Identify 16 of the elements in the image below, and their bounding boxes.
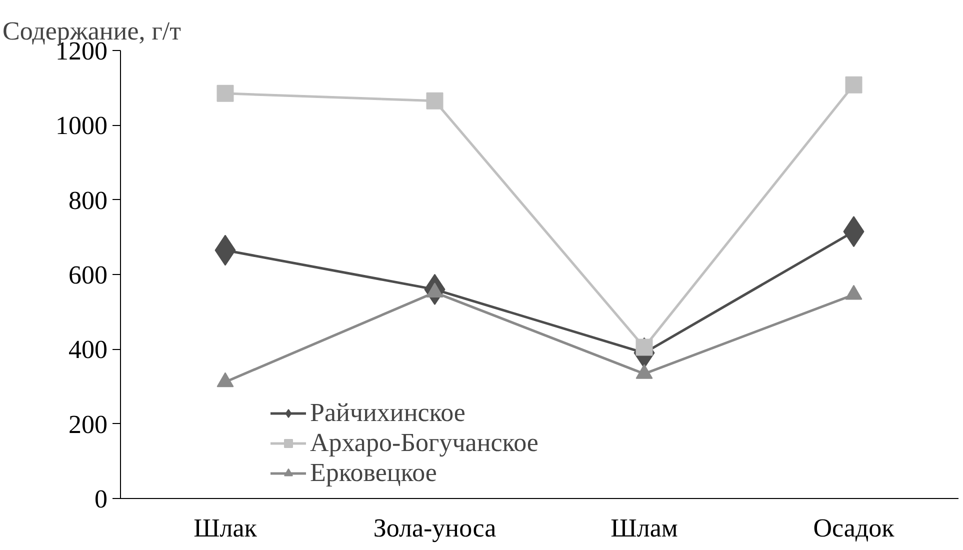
y-tick-label: 1000 bbox=[56, 111, 108, 140]
y-tick-label: 200 bbox=[68, 410, 108, 439]
y-tick-label: 800 bbox=[68, 186, 108, 215]
x-tick-label: Зола-уноса bbox=[373, 514, 497, 542]
point bbox=[426, 92, 444, 110]
y-tick-label: 400 bbox=[68, 335, 108, 364]
legend-label: Ерковецкое bbox=[310, 458, 437, 488]
legend-label: Архаро-Богучанское bbox=[310, 428, 538, 458]
point bbox=[216, 84, 234, 102]
y-tick-label: 600 bbox=[68, 260, 108, 290]
x-tick-label: Осадок bbox=[813, 514, 895, 542]
y-tick-label: 0 bbox=[94, 484, 108, 514]
legend-label: Райчихинское bbox=[310, 398, 466, 428]
point bbox=[845, 76, 862, 94]
x-tick-label: Шлак bbox=[194, 514, 258, 542]
x-tick-label: Шлам bbox=[610, 514, 678, 542]
